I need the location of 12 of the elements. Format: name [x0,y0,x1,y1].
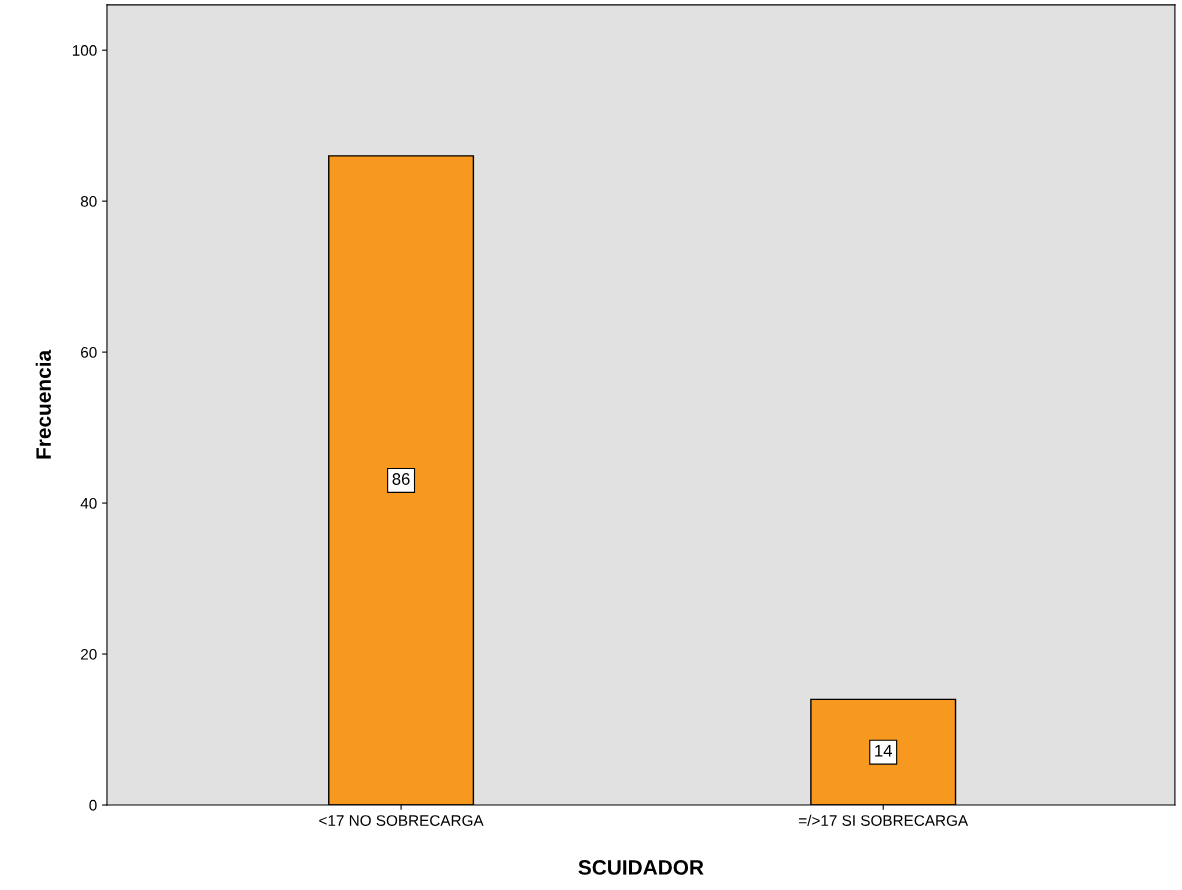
y-tick-label: 80 [80,196,97,207]
x-tick-label: =/>17 SI SOBRECARGA [799,814,969,826]
y-tick-label: 40 [80,497,97,509]
y-tick-label: 60 [81,346,97,358]
y-tick-label: 20 [81,648,97,660]
data-label: 14 [875,745,892,757]
y-tick-label: 100 [72,45,97,56]
data-label: 86 [392,473,410,485]
x-tick-label: <17 NO SOBRECARGA [319,815,484,826]
x-axis-title: SCUIDADOR [578,860,704,875]
y-axis-title: Frecuencia [35,349,51,459]
y-tick-label: 0 [89,799,97,811]
